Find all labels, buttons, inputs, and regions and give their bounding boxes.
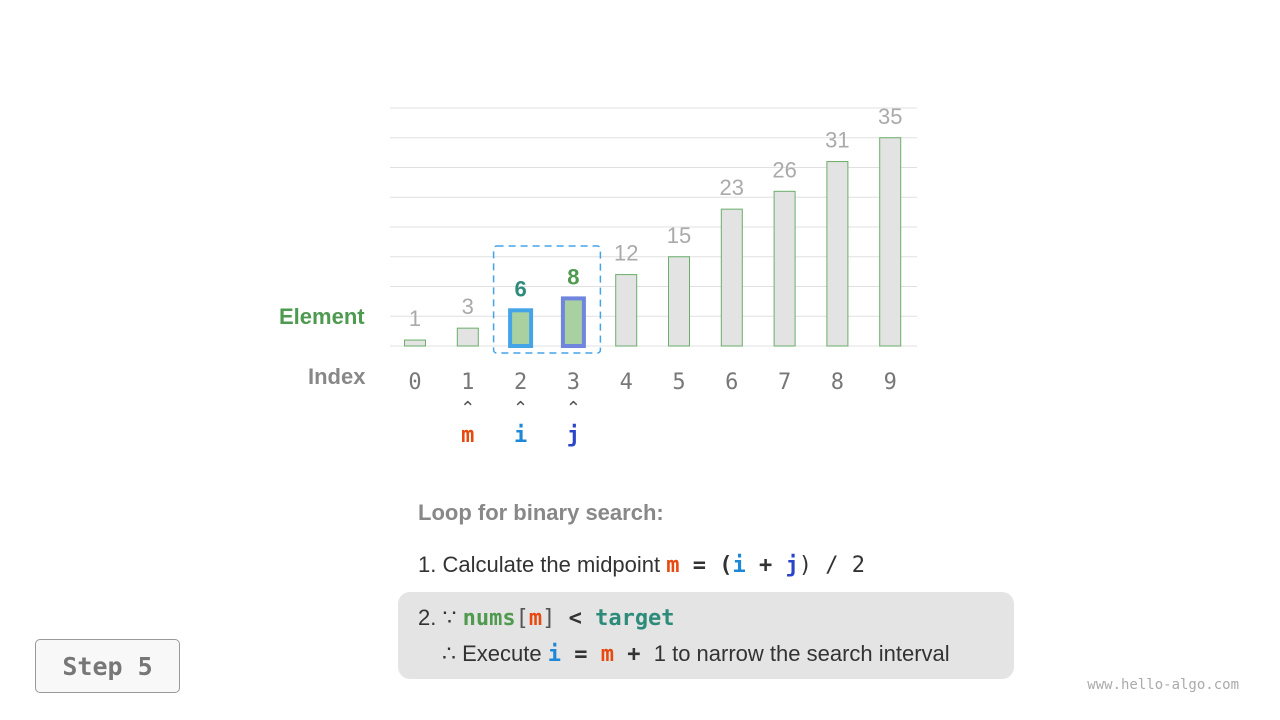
bar bbox=[404, 339, 426, 347]
value-label: 1 bbox=[409, 306, 421, 331]
op: < bbox=[555, 606, 596, 631]
value-label: 12 bbox=[614, 241, 638, 266]
step-2-condition: 2. ∵ nums[m] < target bbox=[418, 605, 675, 631]
pointer-i: i bbox=[513, 423, 528, 448]
step-1-text: 1. Calculate the midpoint m = (i + j) / … bbox=[418, 552, 865, 578]
step-2-box bbox=[398, 592, 1014, 679]
value-label: 23 bbox=[720, 175, 744, 200]
value-label: 15 bbox=[667, 223, 691, 248]
step-2-action: ∴ Execute i = m + 1 to narrow the search… bbox=[442, 641, 950, 667]
index-tick-label: 4 bbox=[620, 370, 633, 395]
value-label: 31 bbox=[825, 128, 849, 153]
pointer-j: j bbox=[566, 423, 581, 448]
index-tick-label: 5 bbox=[672, 370, 685, 395]
pointer-arrow-icon: ⌃ bbox=[460, 398, 476, 418]
op: ] bbox=[542, 606, 556, 631]
pointer-m: m bbox=[461, 423, 475, 448]
bar bbox=[615, 274, 638, 347]
value-label: 26 bbox=[772, 157, 796, 182]
line2-prefix: 2. ∵ bbox=[418, 605, 457, 630]
op: = bbox=[560, 642, 601, 667]
pointer-arrow-icon: ⌃ bbox=[513, 398, 529, 418]
value-label: 6 bbox=[514, 276, 526, 301]
var-m: m bbox=[666, 553, 680, 578]
var-i: i bbox=[547, 642, 561, 667]
element-axis-label: Element bbox=[279, 304, 365, 329]
op: [ bbox=[515, 606, 529, 631]
op: + bbox=[613, 642, 654, 667]
bar bbox=[560, 296, 586, 348]
step-button[interactable]: Step 5 bbox=[35, 639, 180, 693]
var-j: j bbox=[785, 553, 799, 578]
line1-prefix: 1. Calculate the midpoint bbox=[418, 552, 661, 577]
value-label: 3 bbox=[462, 294, 474, 319]
bar bbox=[508, 308, 534, 348]
index-tick-label: 7 bbox=[778, 370, 791, 395]
index-axis-label: Index bbox=[308, 364, 366, 389]
var-target: target bbox=[595, 606, 675, 631]
index-tick-label: 2 bbox=[514, 370, 527, 395]
index-tick-label: 0 bbox=[408, 370, 421, 395]
index-tick-label: 1 bbox=[461, 370, 474, 395]
index-tick-label: 9 bbox=[884, 370, 897, 395]
op: ) / 2 bbox=[798, 553, 865, 578]
line3-prefix: ∴ Execute bbox=[442, 641, 542, 666]
bar bbox=[826, 161, 849, 347]
line3-rest: 1 to narrow the search interval bbox=[653, 641, 950, 666]
var-m: m bbox=[528, 606, 543, 631]
bar bbox=[773, 190, 796, 347]
index-tick-label: 3 bbox=[567, 370, 580, 395]
value-label: 35 bbox=[878, 104, 902, 129]
var-i: i bbox=[732, 553, 746, 578]
var-m: m bbox=[600, 642, 614, 667]
index-tick-label: 8 bbox=[831, 370, 844, 395]
bar bbox=[668, 256, 690, 347]
op: = ( bbox=[679, 553, 733, 578]
bar bbox=[456, 327, 479, 347]
op: + bbox=[745, 553, 786, 578]
search-interval-bracket bbox=[492, 245, 602, 354]
pointer-arrow-icon: ⌃ bbox=[565, 398, 581, 418]
bar bbox=[720, 208, 743, 347]
bar bbox=[879, 137, 902, 347]
heading: Loop for binary search: bbox=[418, 500, 664, 525]
value-label: 8 bbox=[567, 264, 579, 289]
index-tick-label: 6 bbox=[725, 370, 738, 395]
var-nums: nums bbox=[462, 606, 516, 631]
watermark: www.hello-algo.com bbox=[1087, 677, 1239, 693]
